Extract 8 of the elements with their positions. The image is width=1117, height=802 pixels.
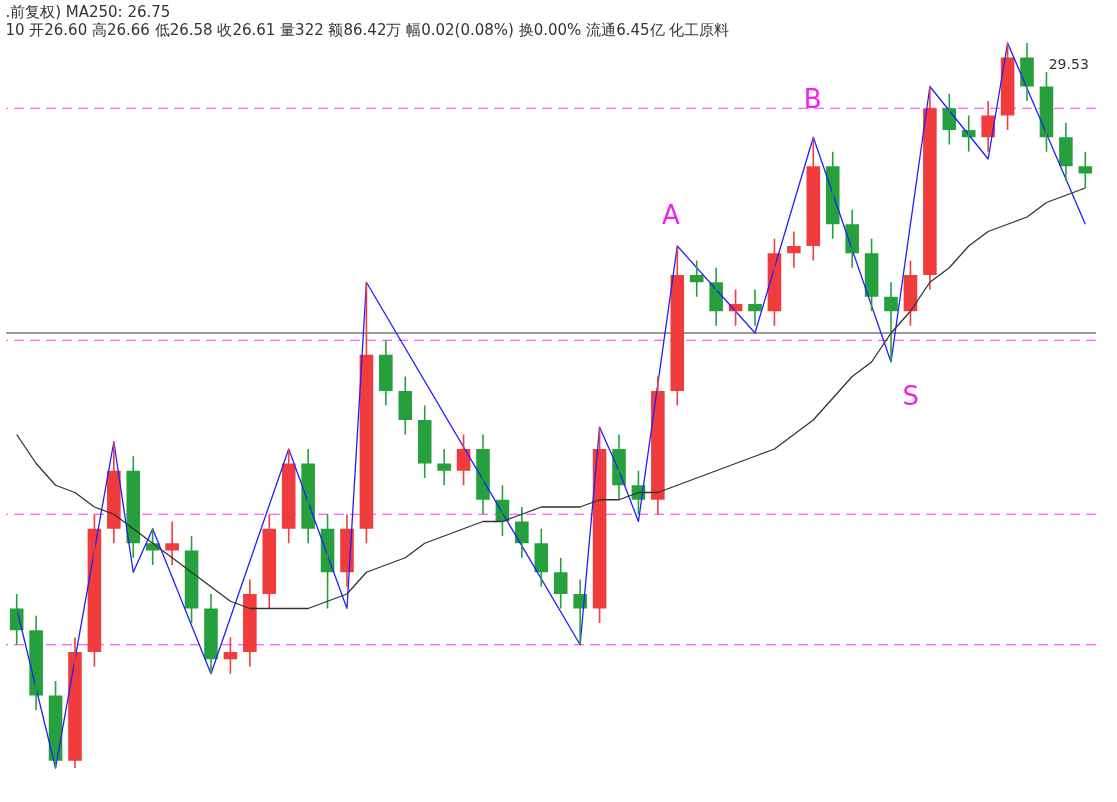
annotation: S (902, 380, 919, 411)
candlestick (1078, 150, 1093, 189)
annotation: A (662, 199, 680, 230)
chart-title: .前复权) MA250: 26.75 (5, 3, 171, 22)
annotation: 29.53 (1048, 55, 1089, 72)
chart-subtitle: 10 开26.60 高26.66 低26.58 收26.61 量322 额86.42万 幅0.02(0.08%) 换0.00% 流通6.45亿 化工原料 (5, 21, 730, 40)
annotation: B (803, 83, 822, 114)
candlestick (165, 520, 179, 566)
